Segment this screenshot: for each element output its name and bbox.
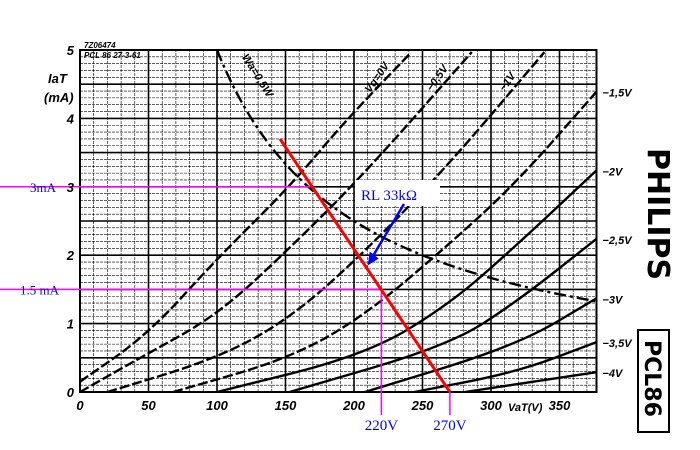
grid xyxy=(79,49,598,393)
annotation-arrowhead-icon xyxy=(367,251,379,266)
y-tick-label: 4 xyxy=(66,111,75,126)
tube-type-label: PCL86 xyxy=(639,340,664,417)
characteristic-curve xyxy=(364,297,598,394)
curve-label: −2V xyxy=(602,166,624,178)
characteristic-curve xyxy=(464,370,597,394)
characteristic-curve xyxy=(79,51,473,394)
brand-logo: PHILIPS xyxy=(640,148,675,280)
annotation-arrow xyxy=(368,203,406,263)
curve-label: −2,5V xyxy=(602,235,633,247)
y-axis-unit: (mA) xyxy=(44,90,74,105)
load-line xyxy=(278,138,452,393)
x-tick-label: 250 xyxy=(411,398,434,413)
marker-220v-label: 220V xyxy=(365,418,399,434)
curve-label: −1,5V xyxy=(602,88,633,100)
curve-label: −3V xyxy=(602,294,624,306)
curve-label: −1V xyxy=(497,69,519,94)
x-tick-label: 100 xyxy=(206,398,228,413)
y-tick-label: 2 xyxy=(66,248,75,263)
x-tick-label: 150 xyxy=(275,398,297,413)
x-tick-label: 200 xyxy=(342,398,365,413)
header-code: 7Z06474 xyxy=(84,41,116,50)
load-line-label: RL 33kΩ xyxy=(361,188,417,204)
y-tick-label: 3 xyxy=(67,180,75,195)
power-limit-curve xyxy=(215,49,596,303)
marker-3ma-label: 3mA xyxy=(30,180,57,195)
x-axis-label: VaT(V) xyxy=(508,402,543,414)
marker-270v-label: 270V xyxy=(433,418,467,434)
type-box xyxy=(637,329,670,433)
curve-label: −3,5V xyxy=(602,338,633,350)
marker-1-5ma-label: 1.5 mA xyxy=(20,282,60,297)
load-line-label-box xyxy=(355,180,440,206)
characteristic-curve xyxy=(79,52,412,383)
y-tick-label: 0 xyxy=(67,385,75,400)
y-axis-label: IaT xyxy=(48,71,68,86)
y-tick-label: 5 xyxy=(67,43,75,58)
curve-label: −4V xyxy=(602,368,624,380)
x-tick-label: 350 xyxy=(549,398,571,413)
characteristic-curve xyxy=(414,340,597,394)
ticks: 0 50 100 150 200 250 300 350 0 1 2 3 4 5 xyxy=(66,43,571,413)
characteristic-curve xyxy=(289,237,598,394)
plot-frame xyxy=(79,49,598,393)
x-tick-label: 0 xyxy=(76,398,84,413)
overlay: RL 33kΩ 3mA 1.5 mA 220V 270V xyxy=(0,138,467,434)
x-tick-label: 50 xyxy=(141,398,156,413)
header-ref: PCL 86 27-3-61 xyxy=(84,51,141,60)
x-tick-label: 300 xyxy=(480,398,502,413)
y-tick-label: 1 xyxy=(67,317,74,332)
